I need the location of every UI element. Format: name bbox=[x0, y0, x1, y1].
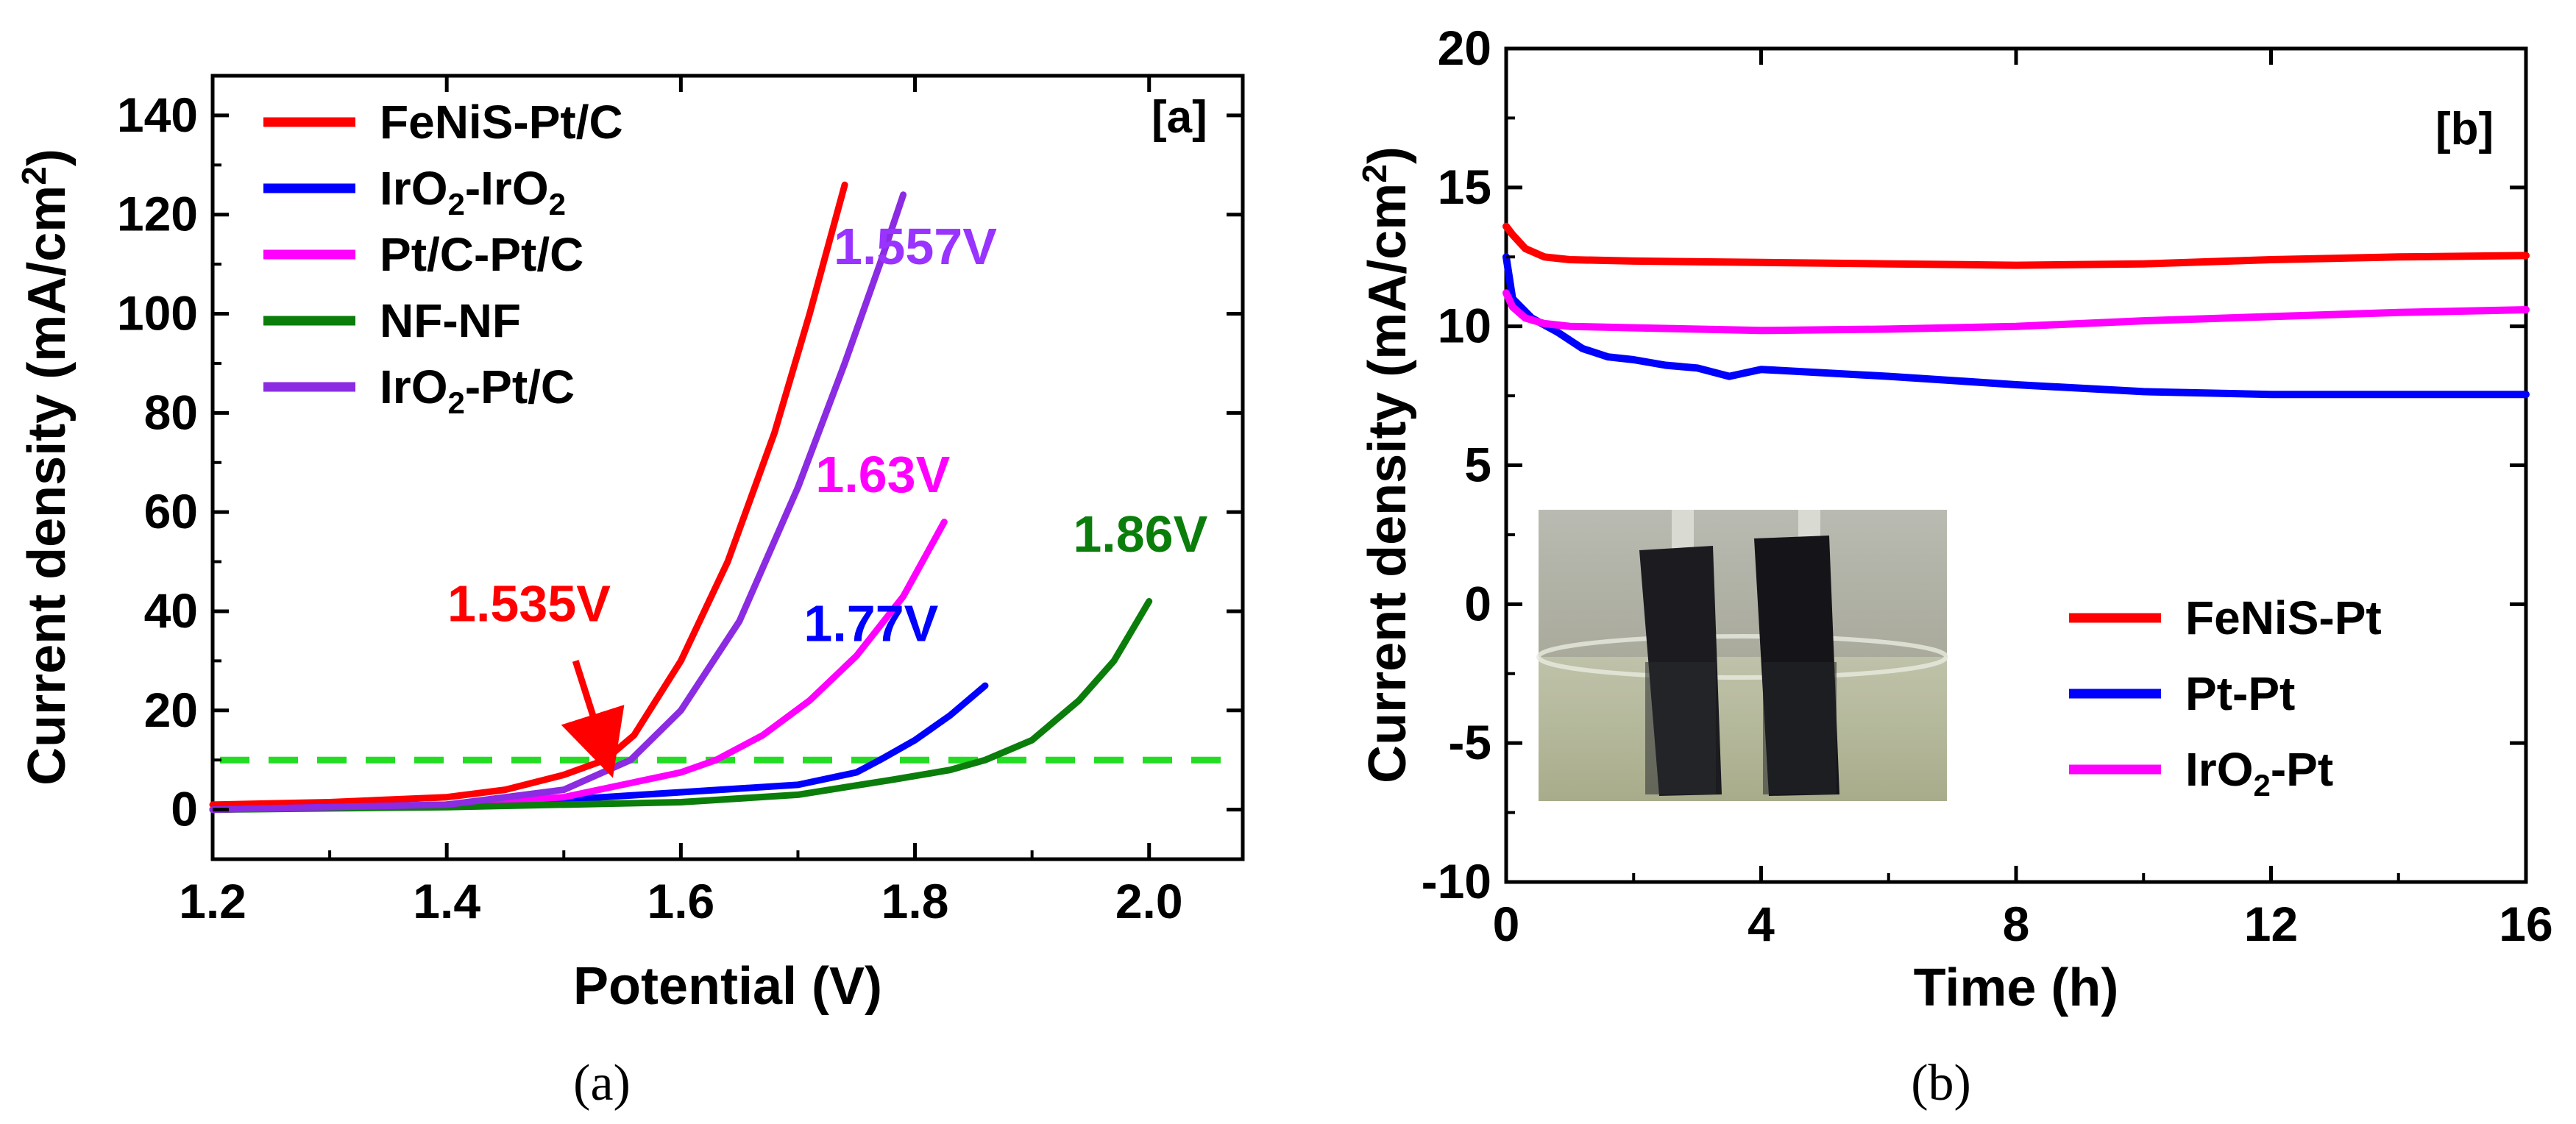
y-tick-label: 120 bbox=[117, 187, 198, 241]
x-tick-label: 12 bbox=[2244, 897, 2298, 951]
inset-photo-beaker-rim bbox=[1536, 634, 1948, 680]
x-tick-label: 1.2 bbox=[179, 874, 246, 928]
y-tick-label: 40 bbox=[144, 583, 198, 638]
legend-label: IrO2-Pt/C bbox=[380, 360, 575, 420]
legend-label: FeNiS-Pt bbox=[2185, 591, 2382, 644]
y-tick-label: 60 bbox=[144, 484, 198, 538]
annotations-a: 1.535V 1.557V 1.63V 1.77V 1.86V bbox=[447, 218, 1208, 778]
inset-photo-submerged-left bbox=[1645, 662, 1716, 794]
legend-label: FeNiS-Pt/C bbox=[380, 96, 623, 149]
x-tick-label: 16 bbox=[2499, 897, 2552, 951]
x-tick-label: 1.6 bbox=[647, 874, 714, 928]
caption-a: (a) bbox=[573, 1055, 631, 1111]
legend-label-part: -Pt/C bbox=[465, 360, 575, 413]
x-axis-label-a: Potential (V) bbox=[573, 957, 882, 1016]
legend-label-part: FeNiS-Pt/C bbox=[380, 96, 623, 149]
y-tick-label: 0 bbox=[1464, 576, 1491, 630]
caption-b: (b) bbox=[1911, 1055, 1971, 1111]
annotation-label: 1.535V bbox=[447, 575, 611, 632]
series-line-fenis-pt bbox=[1502, 222, 2530, 269]
annotation-label: 1.86V bbox=[1073, 505, 1207, 563]
legend-label-part: IrO bbox=[2185, 743, 2253, 796]
legend-b: FeNiS-Pt Pt-Pt IrO2-Pt bbox=[2069, 591, 2382, 803]
legend-label-part: IrO bbox=[380, 162, 447, 215]
legend-label-subscript: 2 bbox=[549, 187, 566, 221]
plot-frame-a bbox=[210, 74, 1245, 861]
legend-a: FeNiS-Pt/CIrO2-IrO2Pt/C-Pt/CNF-NFIrO2-Pt… bbox=[263, 96, 623, 420]
series-group-a bbox=[209, 181, 1153, 814]
y-axis-label-a-sup: 2 bbox=[15, 166, 53, 185]
series-line-pt-c-pt-c bbox=[209, 519, 948, 814]
legend-label: Pt-Pt bbox=[2185, 667, 2295, 720]
y-tick-label: -5 bbox=[1448, 715, 1491, 769]
legend-label-subscript: 2 bbox=[447, 187, 464, 221]
x-tick-label: 1.8 bbox=[881, 874, 949, 928]
inset-photo bbox=[1536, 510, 1948, 801]
y-tick-label: 80 bbox=[144, 385, 198, 439]
x-axis-label-b: Time (h) bbox=[1914, 958, 2119, 1017]
x-tick-label: 1.4 bbox=[413, 874, 480, 928]
y-axis-label-a-end: ) bbox=[18, 149, 77, 166]
legend-label: NF-NF bbox=[380, 294, 521, 347]
legend-label-part: Pt-Pt bbox=[2185, 667, 2295, 720]
y-tick-label: 15 bbox=[1438, 160, 1491, 214]
x-tick-label: 0 bbox=[1493, 897, 1520, 951]
panel-a: 1.2 1.4 1.6 1.8 2.0 0 20 40 60 80 100 120 140 FeNiS-… bbox=[15, 74, 1245, 1111]
y-tick-label: 20 bbox=[144, 683, 198, 737]
legend-label-part: -IrO bbox=[465, 162, 549, 215]
annotation-label: 1.63V bbox=[815, 446, 950, 503]
legend-label-subscript: 2 bbox=[2253, 768, 2270, 803]
y-tick-label: 10 bbox=[1438, 299, 1491, 353]
y-tick-label: 5 bbox=[1464, 438, 1491, 492]
legend-label-part: IrO bbox=[380, 360, 447, 413]
y-axis-label-b: Current density (mA/cm2) bbox=[1355, 146, 1417, 783]
x-tick-label: 4 bbox=[1748, 897, 1775, 951]
legend-label: IrO2-Pt bbox=[2185, 743, 2333, 803]
ticks-b: 0 4 8 12 16 -10 -5 0 5 10 15 20 bbox=[1422, 21, 2553, 951]
inset-photo-submerged-right bbox=[1763, 662, 1837, 794]
y-tick-label: -10 bbox=[1422, 854, 1491, 908]
series-line-iro2-pt-c bbox=[209, 191, 907, 814]
y-tick-label: 0 bbox=[171, 782, 198, 836]
annotation-label: 1.557V bbox=[834, 218, 997, 275]
ticks-a: 1.2 1.4 1.6 1.8 2.0 0 20 40 60 80 100 120 140 bbox=[117, 76, 1243, 928]
y-tick-label: 100 bbox=[117, 286, 198, 341]
legend-label-part: NF-NF bbox=[380, 294, 521, 347]
y-tick-label: 140 bbox=[117, 88, 198, 142]
legend-label-subscript: 2 bbox=[447, 385, 464, 420]
y-axis-label-b-sup: 2 bbox=[1355, 164, 1394, 183]
legend-label-part: -Pt bbox=[2271, 743, 2333, 796]
panel-label-a: [a] bbox=[1152, 92, 1207, 143]
legend-label: IrO2-IrO2 bbox=[380, 162, 566, 221]
y-axis-label-a: Current density (mA/cm2) bbox=[15, 149, 77, 786]
y-axis-label-b-main: Current density (mA/cm bbox=[1358, 183, 1417, 783]
y-tick-label: 20 bbox=[1438, 21, 1491, 75]
series-line-nf-nf bbox=[209, 598, 1153, 814]
annotation-arrow bbox=[561, 660, 625, 778]
x-tick-label: 2.0 bbox=[1115, 874, 1183, 928]
annotation-label: 1.77V bbox=[803, 594, 938, 652]
series-line-iro2-pt bbox=[1502, 289, 2530, 335]
legend-label-part: FeNiS-Pt bbox=[2185, 591, 2382, 644]
inset-photo-liquid bbox=[1539, 657, 1947, 801]
x-tick-label: 8 bbox=[2003, 897, 2030, 951]
legend-label: Pt/C-Pt/C bbox=[380, 228, 583, 281]
y-axis-label-b-end: ) bbox=[1358, 146, 1417, 164]
y-axis-label-a-main: Current density (mA/cm bbox=[18, 185, 77, 786]
legend-label-part: Pt/C-Pt/C bbox=[380, 228, 583, 281]
series-group-b bbox=[1502, 222, 2530, 399]
panel-label-b: [b] bbox=[2435, 104, 2494, 154]
